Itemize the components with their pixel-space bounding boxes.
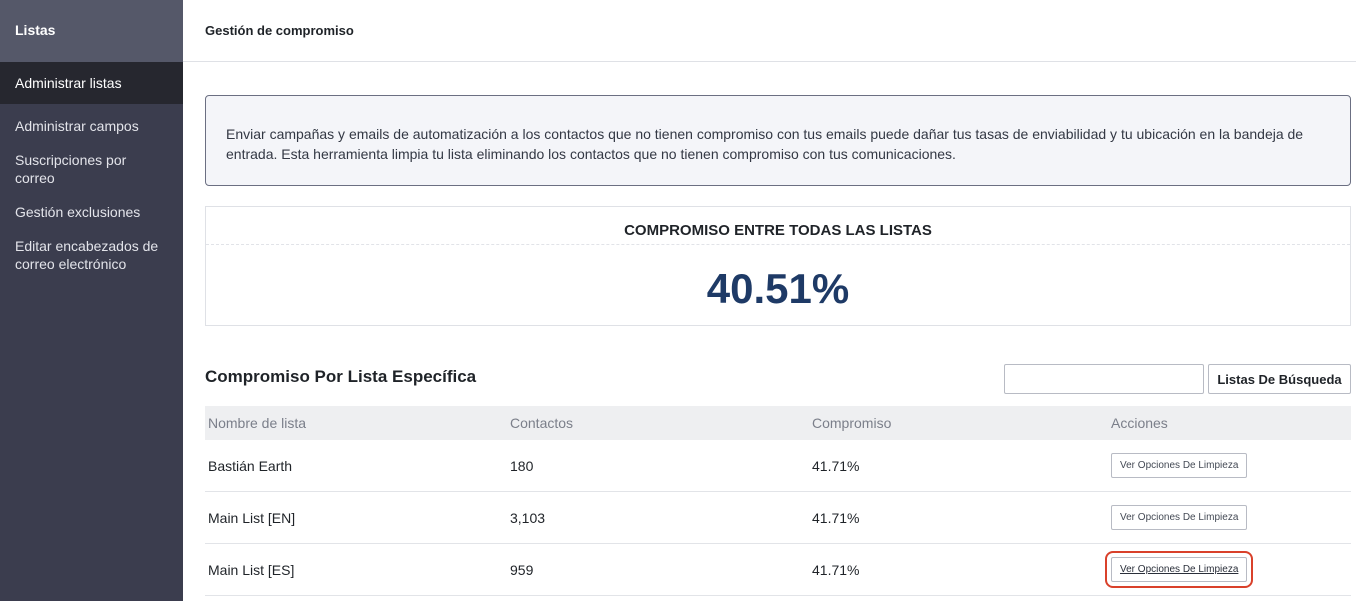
row-engagement: 41.71% [812,457,860,474]
header-contactos: Contactos [510,415,574,431]
sidebar-header: Listas [0,0,183,62]
row-actions: Ver Opciones De Limpieza [1111,505,1351,530]
table-header: Nombre de lista Contactos Compromiso Acc… [205,406,1351,440]
lists-table: Nombre de lista Contactos Compromiso Acc… [205,406,1351,596]
cleanup-options-button-highlighted[interactable]: Ver Opciones De Limpieza [1104,551,1254,588]
header-compromiso: Compromiso [812,415,892,431]
info-text: Enviar campañas y emails de automatizaci… [226,126,1304,162]
sidebar-item-gestion-exclusiones[interactable]: Gestión exclusiones [15,204,141,220]
table-row: Main List [ES] 959 41.71% Ver Opciones D… [205,544,1351,596]
sidebar-item-suscripciones[interactable]: Suscripciones por correo [15,152,127,186]
overall-engagement-value: 40.51% [706,265,850,312]
overall-engagement-card: COMPROMISO ENTRE TODAS LAS LISTAS 40.51% [205,206,1351,326]
cleanup-options-button[interactable]: Ver Opciones De Limpieza [1111,505,1248,530]
row-name: Main List [ES] [208,561,295,578]
row-actions: Ver Opciones De Limpieza [1104,551,1351,588]
table-row: Main List [EN] 3,103 41.71% Ver Opciones… [205,492,1351,544]
section-title: Compromiso Por Lista Específica [205,367,477,386]
page-title: Gestión de compromiso [183,0,1356,62]
search-lists-button[interactable]: Listas De Búsqueda [1208,364,1351,394]
row-name: Bastián Earth [208,457,293,474]
list-search-input[interactable] [1004,364,1204,394]
overall-engagement-title: COMPROMISO ENTRE TODAS LAS LISTAS [206,207,1350,245]
row-name: Main List [EN] [208,509,296,526]
header-nombre: Nombre de lista [208,415,307,431]
main-content: Gestión de compromiso Enviar campañas y … [183,0,1356,601]
sidebar-item-administrar-campos[interactable]: Administrar campos [15,118,139,134]
row-contacts: 3,103 [510,509,546,526]
info-box: Enviar campañas y emails de automatizaci… [205,95,1351,186]
row-engagement: 41.71% [812,509,860,526]
row-contacts: 959 [510,561,534,578]
sidebar-item-editar-encabezados[interactable]: Editar encabezados de correo electrónico [15,238,159,272]
table-row: Bastián Earth 180 41.71% Ver Opciones De… [205,440,1351,492]
row-engagement: 41.71% [812,561,860,578]
row-contacts: 180 [510,457,534,474]
header-acciones: Acciones [1111,415,1168,431]
cleanup-options-button[interactable]: Ver Opciones De Limpieza [1111,453,1248,478]
sidebar-item-administrar-listas[interactable]: Administrar listas [0,62,183,104]
sidebar: Listas Administrar listas Administrar ca… [0,0,183,601]
row-actions: Ver Opciones De Limpieza [1111,453,1351,478]
